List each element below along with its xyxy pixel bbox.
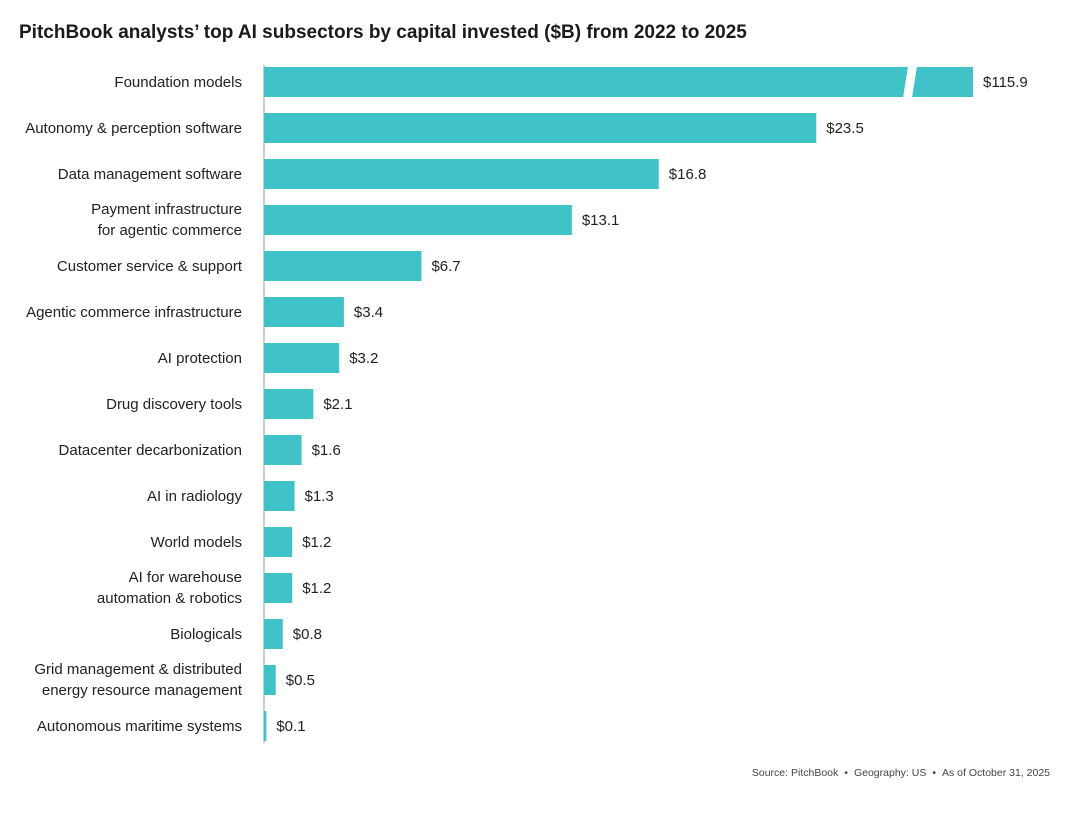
footer-as-of: As of October 31, 2025 [942,767,1050,779]
plot-area: $115.9 Foundation models $23.5 Autonomy & p… [25,65,1028,743]
data-label: $3.2 [349,350,378,367]
bar-chart: $115.9 Foundation models $23.5 Autonomy & p… [25,65,1028,743]
category-label: AI for warehouse automation & robotics [97,569,242,607]
category-label: Payment infrastructure for agentic commer… [91,201,242,239]
bar [264,435,302,465]
data-label: $6.7 [431,258,460,275]
bar [264,251,422,281]
category-label: Data management software [58,166,242,183]
category-label: World models [151,534,242,551]
data-label: $13.1 [582,212,620,229]
data-label: $115.9 [983,74,1028,91]
data-label: $1.2 [302,580,331,597]
data-label: $0.5 [286,672,315,689]
category-label: Customer service & support [57,258,243,275]
category-label: Datacenter decarbonization [59,442,242,459]
footer-separator: • [932,767,937,779]
data-label: $2.1 [323,396,352,413]
data-label: $0.8 [293,626,322,643]
bar [264,205,572,235]
bar [264,481,295,511]
data-label: $1.2 [302,534,331,551]
data-label: $1.6 [312,442,341,459]
chart-footer: Source: PitchBook • Geography: US • As of Oc… [752,767,1050,779]
category-label: Drug discovery tools [106,396,242,413]
bar [264,67,973,97]
bar [264,113,817,143]
bar [264,573,293,603]
data-label: $3.4 [354,304,383,321]
category-label: Autonomous maritime systems [37,718,242,735]
bar [264,665,276,695]
data-label: $23.5 [826,120,864,137]
bar [264,711,267,741]
bar [264,343,340,373]
bar [264,527,293,557]
bar [264,619,283,649]
footer-geography: Geography: US [853,767,927,779]
category-label: Agentic commerce infrastructure [26,304,242,321]
footer-source: Source: PitchBook [751,767,839,779]
axis-break-mark [903,66,917,98]
bar [264,159,659,189]
bar [264,297,344,327]
category-label: Foundation models [114,74,242,91]
data-label: $1.3 [305,488,334,505]
data-label: $0.1 [276,718,305,735]
category-label: AI in radiology [147,488,243,505]
bar [264,389,314,419]
category-label: Autonomy & perception software [25,120,242,137]
footer-separator: • [844,767,848,779]
category-label: Biologicals [170,626,242,643]
category-label: Grid management & distributed energy reso… [34,661,242,699]
category-label: AI protection [158,350,242,367]
data-label: $16.8 [669,166,707,183]
chart-title: PitchBook analysts’ top AI subsectors by… [19,22,747,43]
